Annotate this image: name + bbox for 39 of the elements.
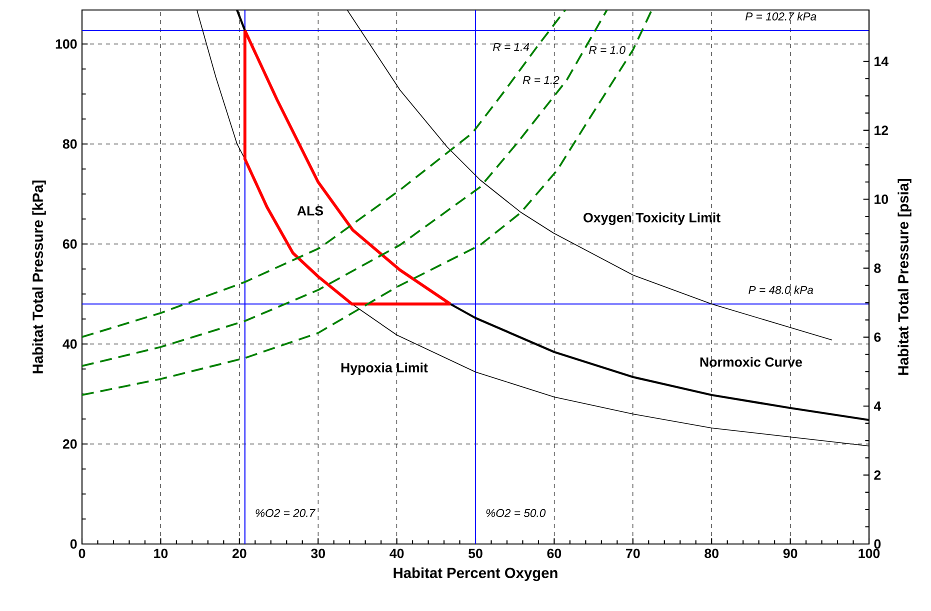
x-tick-label: 80 — [704, 548, 718, 558]
x-tick-label: 60 — [547, 548, 562, 558]
x-tick-label: 70 — [626, 548, 640, 558]
x-axis-title: Habitat Percent Oxygen — [394, 567, 558, 582]
ref-line-label: P = 102.7 kPa — [745, 12, 816, 20]
y2-tick-label: 12 — [874, 126, 888, 135]
x-tick-label: 100 — [858, 548, 880, 558]
x-tick-label: 40 — [390, 548, 404, 558]
y2-tick-label: 4 — [874, 402, 882, 411]
y2-tick-label: 8 — [874, 263, 881, 273]
series-label: R = 1.2 — [522, 76, 560, 84]
y2-tick-label: 2 — [874, 470, 881, 480]
y-tick-label: 100 — [56, 39, 77, 49]
x-tick-label: 30 — [311, 548, 325, 558]
y-tick-label: 80 — [62, 139, 77, 149]
ref-line-label: %O2 = 50.0 — [486, 509, 546, 518]
x-tick-label: 90 — [783, 548, 798, 558]
annotation: Normoxic Curve — [700, 357, 802, 367]
annotation: ALS — [297, 206, 324, 216]
ref-line-label: P = 48.0 kPa — [748, 286, 814, 294]
annotation: Oxygen Toxicity Limit — [584, 212, 720, 226]
x-tick-label: 0 — [78, 548, 86, 558]
y2-axis-title: Habitat Total Pressure [psia] — [898, 178, 912, 375]
y2-tick-label: 0 — [874, 539, 881, 549]
y-tick-label: 40 — [62, 339, 77, 349]
y-tick-label: 20 — [62, 439, 77, 449]
y-axis-title: Habitat Total Pressure [kPa] — [32, 180, 46, 374]
y2-tick-label: 10 — [874, 194, 888, 204]
y2-tick-label: 14 — [874, 56, 888, 66]
series-label: R = 1.4 — [493, 43, 530, 51]
annotation: Hypoxia Limit — [341, 362, 428, 376]
y2-tick-label: 6 — [874, 332, 881, 342]
series-label: R = 1.0 — [589, 46, 626, 54]
x-tick-label: 20 — [232, 548, 246, 558]
x-tick-label: 50 — [468, 548, 482, 558]
y-tick-label: 0 — [70, 539, 77, 549]
ref-line-label: %O2 = 20.7 — [256, 509, 316, 518]
y-tick-label: 60 — [62, 239, 77, 249]
x-tick-label: 10 — [154, 548, 168, 558]
